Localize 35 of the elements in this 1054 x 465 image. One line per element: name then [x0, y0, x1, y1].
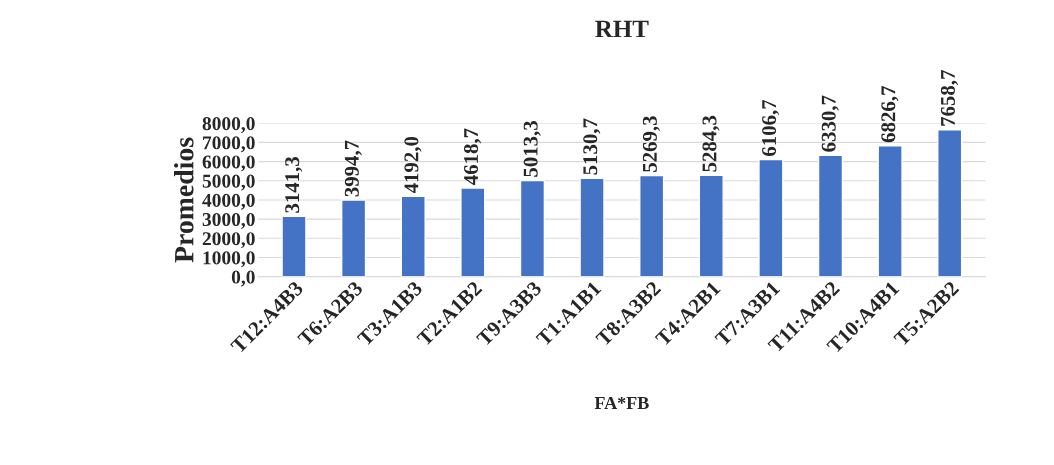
y-axis-title: Promedios — [174, 137, 194, 263]
data-label: 6826,7 — [881, 86, 899, 143]
bar — [400, 195, 426, 277]
bar — [281, 215, 307, 277]
data-label: 3141,3 — [285, 156, 303, 213]
bar — [817, 154, 844, 277]
data-label: 7658,7 — [940, 70, 958, 126]
y-tick-label: 7000,0 — [203, 136, 255, 153]
data-label: 5269,3 — [642, 116, 660, 172]
y-tick-label: 2000,0 — [202, 232, 255, 249]
data-label: 6106,7 — [762, 99, 780, 156]
bar — [340, 199, 367, 277]
x-axis-title: FA*FB — [594, 396, 649, 409]
bar — [877, 145, 903, 277]
bar — [698, 174, 724, 277]
data-label: 5130,7 — [583, 118, 601, 175]
y-tick-label: 1000,0 — [203, 251, 255, 268]
y-tick-label: 8000,0 — [202, 117, 255, 133]
y-tick-label: 3000,0 — [202, 212, 255, 229]
bar — [519, 179, 546, 277]
y-tick-label: 4000,0 — [202, 193, 255, 210]
data-label: 5013,3 — [523, 121, 541, 177]
y-tick-label: 6000,0 — [202, 155, 255, 172]
bar — [579, 177, 605, 277]
data-label: 3994,7 — [344, 140, 362, 197]
data-label: 4618,7 — [463, 128, 482, 185]
bar — [639, 174, 665, 277]
bar — [460, 187, 486, 277]
bar — [937, 129, 963, 277]
data-label: 5284,3 — [702, 115, 720, 172]
y-tick-label: 5000,0 — [202, 174, 255, 191]
data-label: 6330,7 — [821, 95, 839, 152]
data-label: 4192,0 — [404, 136, 422, 194]
bar — [758, 158, 784, 277]
chart-title: RHT — [595, 20, 649, 38]
